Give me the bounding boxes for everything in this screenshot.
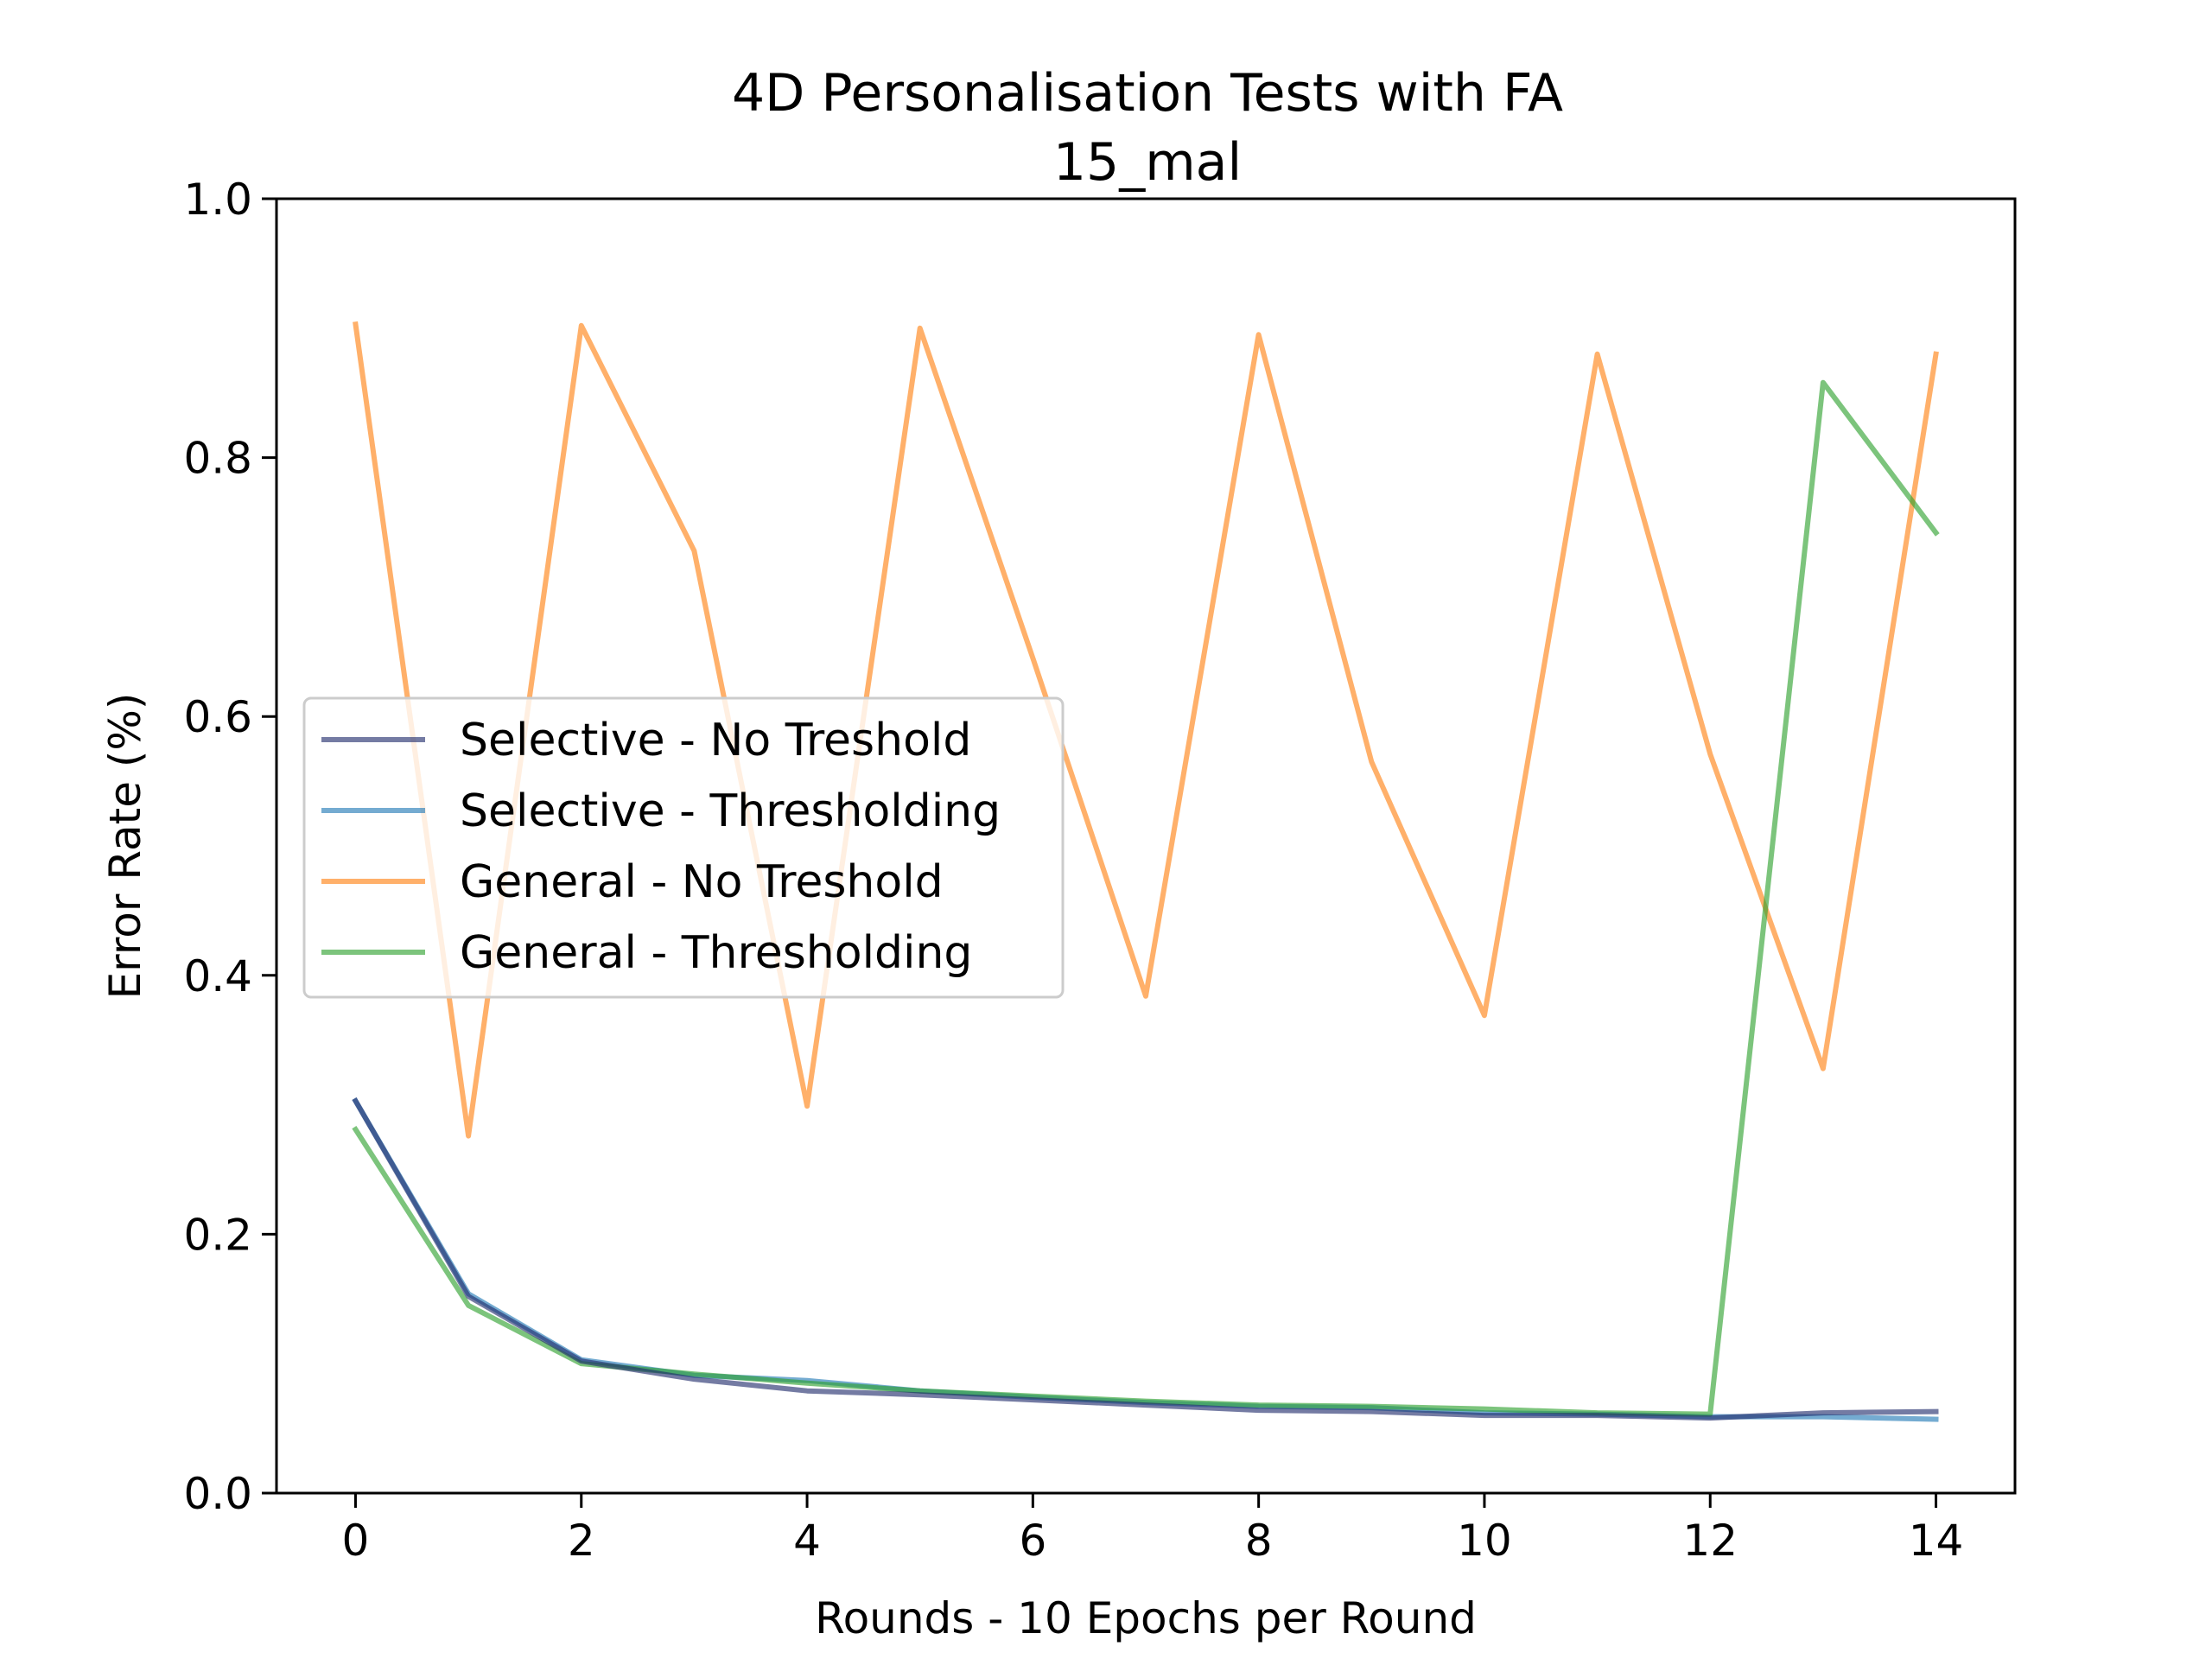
- chart-subtitle: 15_mal: [1053, 132, 1242, 193]
- x-tick-label: 10: [1457, 1516, 1512, 1566]
- y-axis-label: Error Rate (%): [100, 693, 150, 1000]
- plot-area: [352, 321, 1940, 1422]
- x-tick-label: 2: [568, 1516, 595, 1566]
- chart-title: 4D Personalisation Tests with FA: [732, 63, 1563, 124]
- y-tick-label: 0.6: [183, 692, 252, 742]
- series-line-1: [352, 1097, 1939, 1421]
- legend: Selective - No Treshold Selective - Thres…: [302, 696, 1065, 999]
- plot-frame: [275, 197, 2017, 1495]
- legend-label: General - Thresholding: [460, 927, 972, 979]
- y-tick-label: 1.0: [183, 175, 252, 225]
- x-tick-label: 12: [1682, 1516, 1738, 1566]
- y-tick-label: 0.2: [183, 1210, 252, 1260]
- x-tick-label: 14: [1909, 1516, 1964, 1566]
- x-axis-label: Rounds - 10 Epochs per Round: [815, 1593, 1477, 1643]
- legend-label: General - No Treshold: [460, 856, 944, 908]
- legend-label: Selective - No Treshold: [460, 715, 971, 766]
- x-tick-label: 0: [342, 1516, 370, 1566]
- series-line-3: [353, 321, 1939, 1139]
- x-tick-label: 4: [793, 1516, 821, 1566]
- legend-box: [302, 696, 1065, 999]
- y-tick-label: 0.0: [183, 1469, 252, 1519]
- x-tick-label: 8: [1245, 1516, 1273, 1566]
- axis-ticks: 0 2 4 6 8 10 12 14 0.0 0.2 0.4 0.6 0.8 1.0: [183, 175, 1963, 1566]
- x-tick-label: 6: [1019, 1516, 1046, 1566]
- y-tick-label: 0.8: [183, 434, 252, 484]
- legend-label: Selective - Thresholding: [460, 785, 1001, 837]
- y-tick-label: 0.4: [183, 951, 252, 1001]
